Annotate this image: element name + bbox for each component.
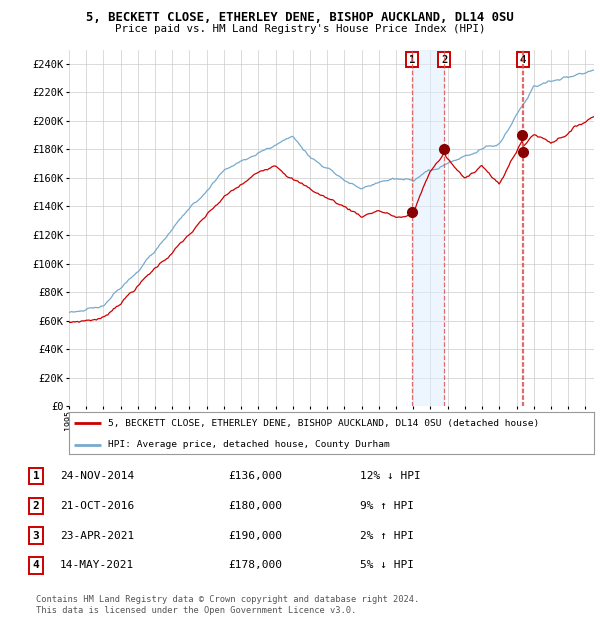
Text: £136,000: £136,000 bbox=[228, 471, 282, 481]
Text: 4: 4 bbox=[520, 55, 526, 64]
Text: 3: 3 bbox=[32, 531, 40, 541]
Text: 2% ↑ HPI: 2% ↑ HPI bbox=[360, 531, 414, 541]
Bar bbox=[412, 50, 444, 406]
Text: 2: 2 bbox=[441, 55, 448, 64]
Text: £190,000: £190,000 bbox=[228, 531, 282, 541]
Text: 2: 2 bbox=[32, 501, 40, 511]
Text: Contains HM Land Registry data © Crown copyright and database right 2024.: Contains HM Land Registry data © Crown c… bbox=[36, 595, 419, 604]
Text: 5% ↓ HPI: 5% ↓ HPI bbox=[360, 560, 414, 570]
Text: 23-APR-2021: 23-APR-2021 bbox=[60, 531, 134, 541]
Text: 5, BECKETT CLOSE, ETHERLEY DENE, BISHOP AUCKLAND, DL14 0SU: 5, BECKETT CLOSE, ETHERLEY DENE, BISHOP … bbox=[86, 11, 514, 24]
Text: 14-MAY-2021: 14-MAY-2021 bbox=[60, 560, 134, 570]
Text: £178,000: £178,000 bbox=[228, 560, 282, 570]
Text: 9% ↑ HPI: 9% ↑ HPI bbox=[360, 501, 414, 511]
Text: 1: 1 bbox=[409, 55, 415, 64]
Text: 24-NOV-2014: 24-NOV-2014 bbox=[60, 471, 134, 481]
Text: 5, BECKETT CLOSE, ETHERLEY DENE, BISHOP AUCKLAND, DL14 0SU (detached house): 5, BECKETT CLOSE, ETHERLEY DENE, BISHOP … bbox=[109, 419, 539, 428]
Text: Price paid vs. HM Land Registry's House Price Index (HPI): Price paid vs. HM Land Registry's House … bbox=[115, 24, 485, 33]
Text: 21-OCT-2016: 21-OCT-2016 bbox=[60, 501, 134, 511]
Text: This data is licensed under the Open Government Licence v3.0.: This data is licensed under the Open Gov… bbox=[36, 606, 356, 616]
Text: 12% ↓ HPI: 12% ↓ HPI bbox=[360, 471, 421, 481]
Text: £180,000: £180,000 bbox=[228, 501, 282, 511]
Text: HPI: Average price, detached house, County Durham: HPI: Average price, detached house, Coun… bbox=[109, 440, 390, 449]
Text: 1: 1 bbox=[32, 471, 40, 481]
Text: 4: 4 bbox=[32, 560, 40, 570]
